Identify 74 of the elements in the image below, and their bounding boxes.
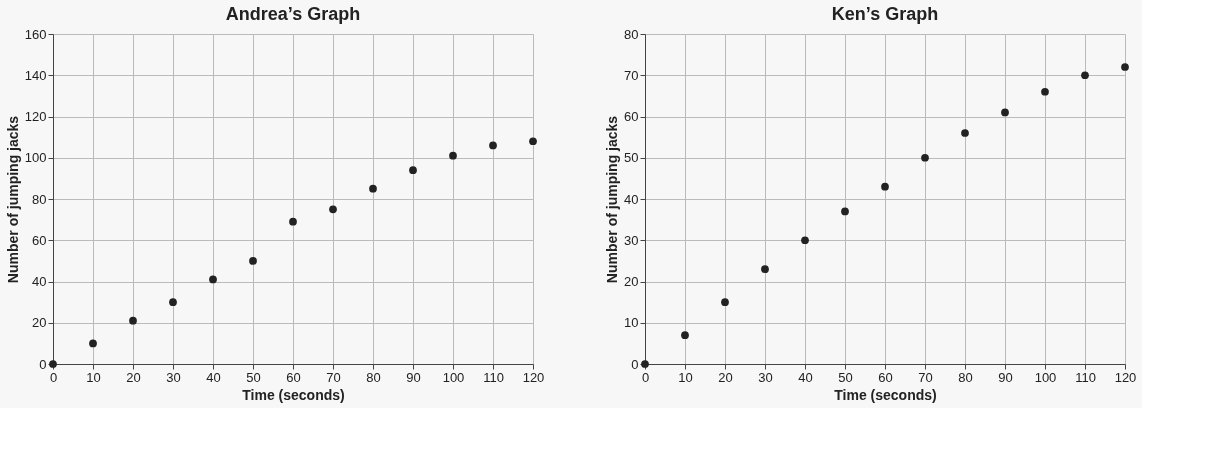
point (801, 236, 809, 245)
point (681, 331, 689, 339)
y-tick-label: 10 (624, 315, 639, 331)
x-tick-label: 30 (166, 369, 181, 385)
x-tick-label: 120 (522, 369, 545, 385)
point (169, 298, 177, 306)
x-tick-label: 30 (758, 369, 773, 385)
y-tick-label: 60 (624, 109, 639, 124)
y-tick-label: 70 (624, 67, 639, 83)
point (89, 339, 97, 348)
point (961, 129, 969, 137)
point (841, 207, 849, 216)
point (529, 137, 537, 146)
point (129, 316, 137, 325)
x-tick-label: 50 (838, 369, 853, 385)
point (1001, 108, 1009, 117)
y-tick-label: 20 (32, 315, 47, 331)
point (369, 184, 377, 193)
x-tick-label: 10 (86, 369, 101, 385)
x-tick-label: 70 (326, 369, 341, 385)
point (329, 205, 337, 214)
x-tick-label: 60 (878, 369, 893, 385)
y-axis-title: Number of jumping jacks (4, 115, 21, 284)
y-tick-label: 0 (39, 356, 47, 372)
y-tick-label: 0 (631, 356, 639, 372)
chart-title: Andrea’s Graph (225, 4, 361, 24)
point (1081, 71, 1089, 80)
point (409, 166, 417, 174)
x-tick-label: 40 (798, 369, 813, 385)
x-tick-label: 90 (998, 369, 1013, 385)
x-tick-label: 60 (286, 369, 301, 385)
y-tick-label: 80 (32, 191, 47, 207)
y-tick-label: 160 (24, 26, 47, 42)
point (721, 298, 729, 306)
chart-title: Ken’s Graph (831, 4, 939, 24)
point (449, 151, 457, 160)
y-tick-label: 140 (24, 67, 47, 83)
x-tick-label: 50 (246, 369, 261, 385)
x-tick-label: 40 (206, 369, 221, 385)
x-tick-label: 80 (366, 369, 381, 385)
y-tick-label: 120 (24, 109, 47, 124)
y-axis-title: Number of jumping jacks (604, 115, 621, 284)
y-tick-label: 60 (32, 232, 47, 248)
y-tick-label: 40 (32, 274, 47, 289)
x-tick-label: 0 (49, 369, 58, 385)
point (289, 217, 297, 226)
x-tick-label: 90 (406, 369, 421, 385)
point (921, 153, 929, 162)
y-tick-label: 100 (24, 150, 47, 166)
x-tick-label: 10 (678, 369, 693, 385)
point (1121, 63, 1129, 71)
x-axis-title: Time (seconds) (242, 386, 345, 403)
y-tick-label: 30 (624, 232, 639, 248)
x-tick-label: 100 (1034, 369, 1057, 385)
point (249, 257, 257, 265)
x-tick-label: 110 (1075, 369, 1096, 385)
x-tick-label: 80 (958, 369, 973, 385)
x-tick-label: 120 (1114, 369, 1137, 385)
point (1041, 87, 1049, 96)
point (881, 182, 889, 191)
y-tick-label: 50 (624, 150, 639, 166)
x-tick-label: 70 (918, 369, 933, 385)
x-tick-label: 0 (641, 369, 650, 385)
x-tick-label: 110 (483, 369, 504, 385)
x-tick-label: 20 (718, 369, 733, 385)
y-tick-label: 80 (624, 26, 639, 42)
x-tick-label: 100 (442, 369, 465, 385)
y-tick-label: 40 (624, 191, 639, 207)
point (761, 265, 769, 273)
x-tick-label: 20 (126, 369, 141, 385)
point (209, 275, 217, 284)
x-axis-title: Time (seconds) (834, 386, 937, 403)
y-tick-label: 20 (624, 274, 639, 289)
point (489, 141, 497, 150)
